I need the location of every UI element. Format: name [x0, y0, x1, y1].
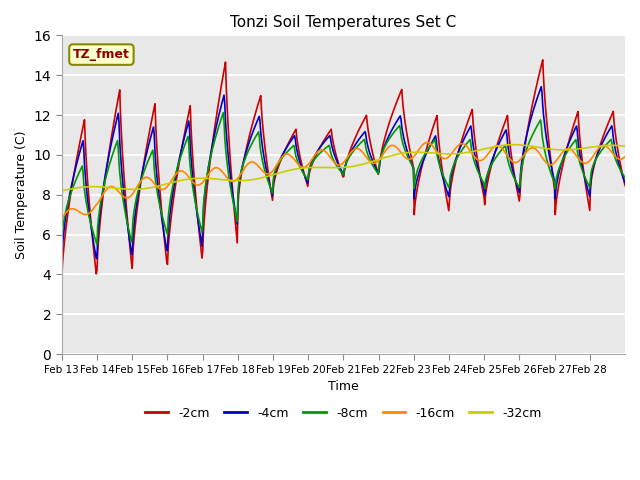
-32cm [401, 150, 409, 156]
-16cm [401, 155, 409, 160]
-32cm [228, 178, 236, 183]
-4cm [228, 181, 236, 187]
Title: Tonzi Soil Temperatures Set C: Tonzi Soil Temperatures Set C [230, 15, 456, 30]
-8cm [403, 150, 410, 156]
-4cm [58, 260, 65, 265]
-2cm [276, 158, 284, 164]
Legend: -2cm, -4cm, -8cm, -16cm, -32cm: -2cm, -4cm, -8cm, -16cm, -32cm [140, 402, 547, 425]
-8cm [58, 241, 65, 247]
-4cm [124, 225, 132, 230]
-8cm [124, 223, 132, 228]
-4cm [433, 145, 441, 151]
-16cm [424, 140, 431, 145]
-16cm [58, 216, 65, 221]
-8cm [220, 110, 227, 116]
-32cm [255, 176, 263, 181]
-4cm [621, 180, 629, 186]
-8cm [278, 156, 285, 162]
-16cm [228, 179, 236, 184]
-32cm [124, 186, 132, 192]
-2cm [124, 221, 132, 227]
Line: -8cm: -8cm [61, 113, 625, 244]
-16cm [276, 156, 284, 162]
-4cm [255, 113, 263, 119]
-4cm [401, 142, 409, 147]
-32cm [621, 144, 629, 149]
-8cm [256, 143, 264, 149]
-2cm [621, 183, 629, 189]
-4cm [276, 156, 284, 161]
-4cm [538, 84, 545, 90]
Text: TZ_fmet: TZ_fmet [73, 48, 130, 61]
-16cm [621, 154, 629, 159]
Line: -32cm: -32cm [61, 144, 625, 191]
-2cm [58, 277, 65, 283]
X-axis label: Time: Time [328, 380, 359, 393]
-2cm [228, 172, 236, 178]
Line: -4cm: -4cm [61, 87, 625, 263]
Line: -16cm: -16cm [61, 143, 625, 218]
-8cm [621, 175, 629, 180]
-2cm [401, 122, 409, 128]
Line: -2cm: -2cm [61, 60, 625, 280]
-16cm [434, 150, 442, 156]
-16cm [124, 195, 132, 201]
-16cm [255, 165, 263, 170]
-2cm [255, 97, 263, 103]
-8cm [434, 156, 442, 161]
-32cm [433, 151, 441, 156]
-32cm [58, 188, 65, 193]
-32cm [509, 142, 517, 147]
-8cm [228, 193, 236, 199]
-2cm [539, 57, 547, 63]
-32cm [276, 170, 284, 176]
Y-axis label: Soil Temperature (C): Soil Temperature (C) [15, 131, 28, 259]
-2cm [433, 113, 441, 119]
